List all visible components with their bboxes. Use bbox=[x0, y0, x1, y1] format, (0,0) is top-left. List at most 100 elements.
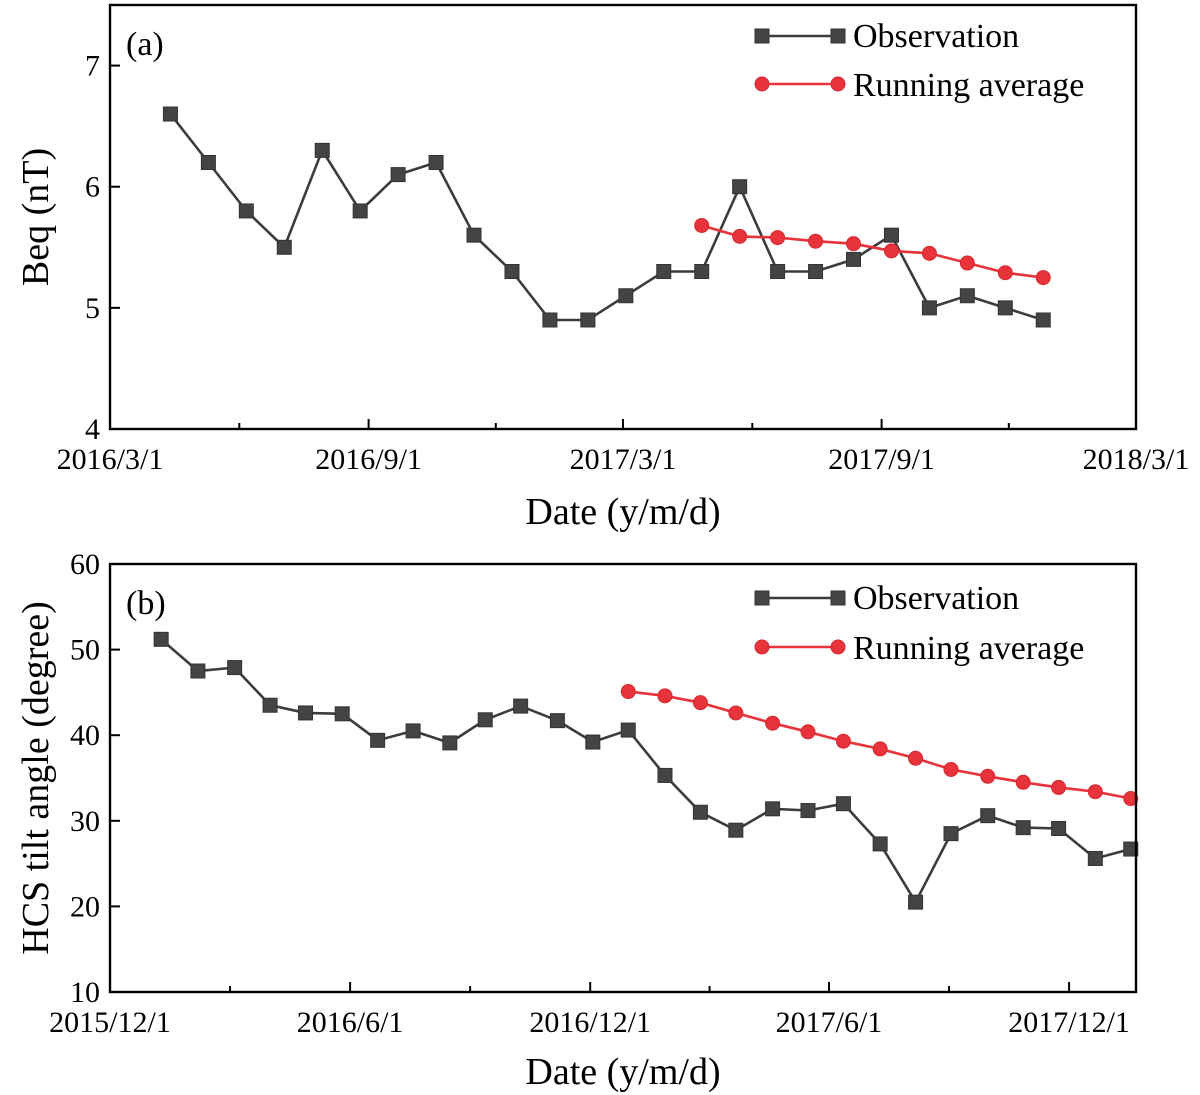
panel-a-running-average-line bbox=[701, 224, 1044, 279]
panel-a-running-average-point bbox=[959, 255, 975, 271]
panel-a-running-average-point bbox=[1035, 270, 1051, 286]
panel-a-running-average-point bbox=[845, 236, 861, 252]
panel-a-axes: 4 5 6 7 2016/3/1 2016/9/1 2017/3/1 2017/9/1 2018… bbox=[57, 50, 1190, 476]
panel-b-observation-point bbox=[549, 713, 565, 729]
panel-a-running-average-point bbox=[883, 243, 899, 259]
legend-b-average-marker bbox=[830, 639, 846, 655]
panel-b-running-average-point bbox=[980, 768, 996, 784]
legend-a-average-marker bbox=[754, 76, 770, 92]
panel-b-running-average-point bbox=[1087, 784, 1103, 800]
panel-a-observation-point bbox=[618, 288, 634, 304]
legend-a-observation-marker bbox=[830, 28, 846, 44]
legend-a-observation-marker bbox=[754, 28, 770, 44]
panel-b-hcs-chart: 10 20 30 40 50 60 2015/12/1 2016/6/1 2016/12/1 20… bbox=[15, 548, 1139, 1093]
panel-a-observation-point bbox=[504, 264, 520, 280]
panel-a-observation-point bbox=[845, 251, 861, 267]
panel-a-observation-point bbox=[883, 227, 899, 243]
panel-b-observation-point bbox=[1051, 821, 1067, 837]
panel-b-y-tick-label: 10 bbox=[70, 976, 100, 1009]
legend-b-average-label: Running average bbox=[853, 630, 1084, 667]
panel-b-observation-point bbox=[1015, 820, 1031, 836]
panel-a-observation-point bbox=[352, 203, 368, 219]
panel-b-running-average-point bbox=[908, 750, 924, 766]
panel-a-observation-point bbox=[732, 179, 748, 195]
panel-a-observation-point bbox=[466, 227, 482, 243]
panel-a-y-tick-label: 5 bbox=[85, 292, 100, 325]
panel-b-label: (b) bbox=[126, 585, 166, 622]
panel-b-x-axis-title: Date (y/m/d) bbox=[525, 1051, 720, 1093]
legend-b-observation-marker bbox=[754, 590, 770, 606]
panel-b-running-average-point bbox=[728, 705, 744, 721]
panel-a-x-tick-label: 2016/3/1 bbox=[57, 443, 164, 476]
panel-b-x-tick-label: 2017/6/1 bbox=[776, 1006, 883, 1039]
panel-a-observation-point bbox=[694, 264, 710, 280]
legend-b-observation-label: Observation bbox=[853, 580, 1019, 617]
panel-a-plot-frame bbox=[108, 3, 1138, 431]
panel-b-observation-point bbox=[227, 660, 243, 676]
panel-a-running-average-point bbox=[921, 245, 937, 261]
panel-a-observation-point bbox=[656, 264, 672, 280]
panel-b-observation-point bbox=[943, 826, 959, 842]
panel-b-observation-point bbox=[297, 705, 313, 721]
panel-b-observation-point bbox=[477, 712, 493, 728]
panel-b-observation-point bbox=[728, 822, 744, 838]
panel-b-observation-point bbox=[692, 804, 708, 820]
panel-b-observation-point bbox=[190, 663, 206, 679]
panel-b-y-tick-label: 50 bbox=[70, 634, 100, 667]
panel-a-x-tick-label: 2017/3/1 bbox=[570, 443, 677, 476]
panel-a-x-tick-label: 2018/3/1 bbox=[1083, 443, 1190, 476]
legend-a-average-label: Running average bbox=[853, 67, 1084, 104]
panel-b-observation-point bbox=[1087, 850, 1103, 866]
panel-a-observation-point bbox=[808, 264, 824, 280]
panel-a-observation-point bbox=[314, 142, 330, 158]
panel-b-observation-point bbox=[620, 722, 636, 738]
panel-b-observation-point bbox=[1123, 841, 1139, 857]
panel-a-observation-point bbox=[238, 203, 254, 219]
panel-a-running-average-point bbox=[732, 228, 748, 244]
panel-a-running-average-point bbox=[997, 265, 1013, 281]
panel-a-running-average-point bbox=[694, 217, 710, 233]
panel-b-observation-point bbox=[405, 723, 421, 739]
panel-b-observation-point bbox=[908, 894, 924, 910]
panel-b-observation-point bbox=[442, 735, 458, 751]
panel-b-x-tick-label: 2015/12/1 bbox=[49, 1006, 171, 1039]
panel-a-running-average-point bbox=[770, 230, 786, 246]
panel-a-observation-point bbox=[921, 300, 937, 316]
panel-b-observation-point bbox=[872, 836, 888, 852]
panel-b-running-average-point bbox=[765, 715, 781, 731]
panel-b-plot-frame bbox=[108, 562, 1138, 994]
panel-a-y-tick-label: 6 bbox=[85, 171, 100, 204]
panel-a-y-tick-label: 7 bbox=[85, 50, 100, 83]
panel-b-running-average-point bbox=[657, 688, 673, 704]
panel-a-observation-point bbox=[428, 154, 444, 170]
panel-a-observation-line bbox=[169, 113, 1044, 322]
panel-a-observation-point bbox=[770, 264, 786, 280]
panel-a-observation-point bbox=[276, 239, 292, 255]
panel-a-label: (a) bbox=[126, 26, 164, 63]
panel-a-y-axis-title: Beq (nT) bbox=[15, 148, 57, 286]
panel-a-running-average-point bbox=[808, 233, 824, 249]
panel-a-legend: Observation Running average bbox=[754, 18, 1084, 104]
panel-b-running-average-point bbox=[1015, 774, 1031, 790]
panel-a-x-axis-title: Date (y/m/d) bbox=[525, 491, 720, 533]
panel-b-observation-point bbox=[513, 698, 529, 714]
panel-b-observation-point bbox=[800, 803, 816, 819]
panel-a-beq-chart: 4 5 6 7 2016/3/1 2016/9/1 2017/3/1 2017/9/1 2018… bbox=[15, 3, 1190, 533]
panel-a-observation-point bbox=[997, 300, 1013, 316]
panel-a-observation-point bbox=[162, 106, 178, 122]
panel-b-observation-point bbox=[370, 732, 386, 748]
panel-a-observation-point bbox=[580, 312, 596, 328]
panel-b-running-average-point bbox=[1051, 779, 1067, 795]
panel-b-y-tick-label: 60 bbox=[70, 548, 100, 581]
panel-b-observation-point bbox=[153, 631, 169, 647]
panel-b-running-average-point bbox=[943, 761, 959, 777]
panel-b-y-tick-label: 30 bbox=[70, 805, 100, 838]
panel-a-observation-point bbox=[390, 167, 406, 183]
panel-b-x-tick-label: 2017/12/1 bbox=[1008, 1006, 1130, 1039]
panel-a-observation-point bbox=[200, 154, 216, 170]
panel-b-running-average-point bbox=[872, 741, 888, 757]
panel-b-observation-point bbox=[334, 706, 350, 722]
panel-a-observation-point bbox=[1035, 312, 1051, 328]
panel-b-axes: 10 20 30 40 50 60 2015/12/1 2016/6/1 2016/12/1 20… bbox=[49, 548, 1130, 1039]
legend-a-average-marker bbox=[830, 76, 846, 92]
